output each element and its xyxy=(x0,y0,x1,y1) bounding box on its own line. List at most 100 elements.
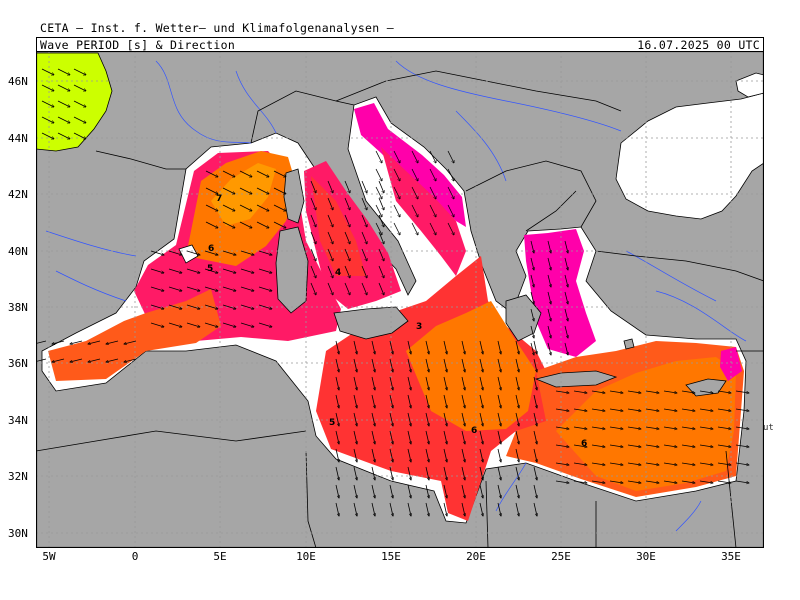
direction-arrow xyxy=(393,150,400,163)
direction-arrow xyxy=(443,484,447,498)
direction-arrow xyxy=(497,412,501,426)
direction-arrow xyxy=(533,358,537,372)
direction-arrow xyxy=(310,180,316,193)
direction-arrow xyxy=(361,231,367,244)
direction-arrow xyxy=(429,204,436,217)
direction-arrow xyxy=(717,390,731,393)
direction-arrow xyxy=(609,444,623,447)
direction-arrow xyxy=(222,250,236,255)
direction-arrow xyxy=(256,187,269,194)
direction-arrow xyxy=(239,170,252,177)
direction-arrow xyxy=(555,408,569,411)
direction-arrow xyxy=(429,186,436,199)
direction-arrow xyxy=(735,462,749,465)
direction-arrow xyxy=(393,168,400,181)
direction-arrow xyxy=(515,394,519,408)
direction-arrow xyxy=(88,340,101,344)
direction-arrow xyxy=(186,250,200,255)
direction-arrow xyxy=(515,484,519,498)
direction-arrow xyxy=(425,394,429,408)
direction-arrow xyxy=(564,291,568,304)
sicily xyxy=(333,306,409,340)
direction-arrow xyxy=(591,480,605,483)
direction-arrow xyxy=(591,444,605,447)
direction-arrow xyxy=(564,308,568,321)
aegean-period-lt-3 xyxy=(524,229,596,357)
direction-arrow xyxy=(258,250,272,255)
direction-arrow xyxy=(52,340,65,344)
direction-arrow xyxy=(411,222,418,235)
direction-arrow xyxy=(150,250,164,255)
direction-arrow xyxy=(88,358,101,362)
direction-arrow xyxy=(186,304,200,309)
biscay-high-period xyxy=(36,52,113,152)
direction-arrow xyxy=(591,390,605,393)
direction-arrow xyxy=(681,390,695,393)
direction-arrow xyxy=(515,376,519,390)
direction-arrow xyxy=(205,204,218,211)
direction-arrow xyxy=(205,221,218,228)
contour-label-5-south: 5 xyxy=(329,418,335,428)
direction-arrow xyxy=(717,480,731,483)
direction-arrow xyxy=(310,231,316,244)
direction-arrow xyxy=(735,480,749,483)
direction-arrow xyxy=(258,304,272,309)
contour-label-6-east: 6 xyxy=(581,439,587,449)
direction-arrow xyxy=(353,394,357,408)
direction-arrow xyxy=(461,430,465,444)
direction-arrow xyxy=(555,480,569,483)
lat-label-34n: 34N xyxy=(8,414,28,427)
direction-arrow xyxy=(627,390,641,393)
crete xyxy=(534,370,618,388)
direction-arrow xyxy=(429,168,436,181)
direction-arrow xyxy=(717,462,731,465)
direction-arrow xyxy=(645,426,659,429)
direction-arrow xyxy=(310,282,316,295)
direction-arrow xyxy=(497,466,501,480)
direction-arrow xyxy=(411,186,418,199)
lon-label-10e: 10E xyxy=(296,550,316,563)
central-med-period-6-7 xyxy=(406,301,536,431)
direction-arrow xyxy=(591,426,605,429)
direction-arrow xyxy=(564,274,568,287)
direction-arrow xyxy=(407,358,411,372)
direction-arrow xyxy=(681,408,695,411)
lat-label-32n: 32N xyxy=(8,470,28,483)
mallorca xyxy=(178,244,199,264)
direction-arrow xyxy=(41,68,54,75)
direction-arrow xyxy=(497,376,501,390)
direction-arrow xyxy=(735,390,749,393)
direction-arrow xyxy=(41,132,54,139)
direction-arrow xyxy=(407,502,411,516)
direction-arrow xyxy=(335,376,339,390)
direction-arrow xyxy=(256,221,269,228)
direction-arrow xyxy=(515,412,519,426)
direction-arrow xyxy=(699,390,713,393)
direction-arrow xyxy=(461,412,465,426)
direction-arrow xyxy=(73,132,86,139)
adriatic-period-lt-3 xyxy=(354,103,466,227)
direction-arrow xyxy=(310,214,316,227)
direction-arrow xyxy=(353,484,357,498)
direction-arrow xyxy=(327,231,333,244)
direction-arrow xyxy=(41,84,54,91)
direction-arrow xyxy=(515,430,519,444)
direction-arrow xyxy=(124,340,137,344)
direction-arrow xyxy=(36,340,47,344)
direction-arrow xyxy=(344,265,350,278)
direction-arrow xyxy=(389,484,393,498)
direction-arrow xyxy=(327,197,333,210)
direction-arrow xyxy=(411,150,418,163)
direction-arrow xyxy=(627,408,641,411)
direction-arrow xyxy=(663,408,677,411)
direction-arrow xyxy=(41,100,54,107)
direction-arrow xyxy=(273,170,286,177)
direction-arrow xyxy=(353,466,357,480)
direction-arrow xyxy=(150,304,164,309)
direction-arrow xyxy=(393,204,400,217)
direction-arrow xyxy=(258,322,272,327)
direction-arrow xyxy=(497,448,501,462)
direction-arrow xyxy=(533,466,537,480)
direction-arrow xyxy=(389,412,393,426)
direction-arrow xyxy=(344,231,350,244)
